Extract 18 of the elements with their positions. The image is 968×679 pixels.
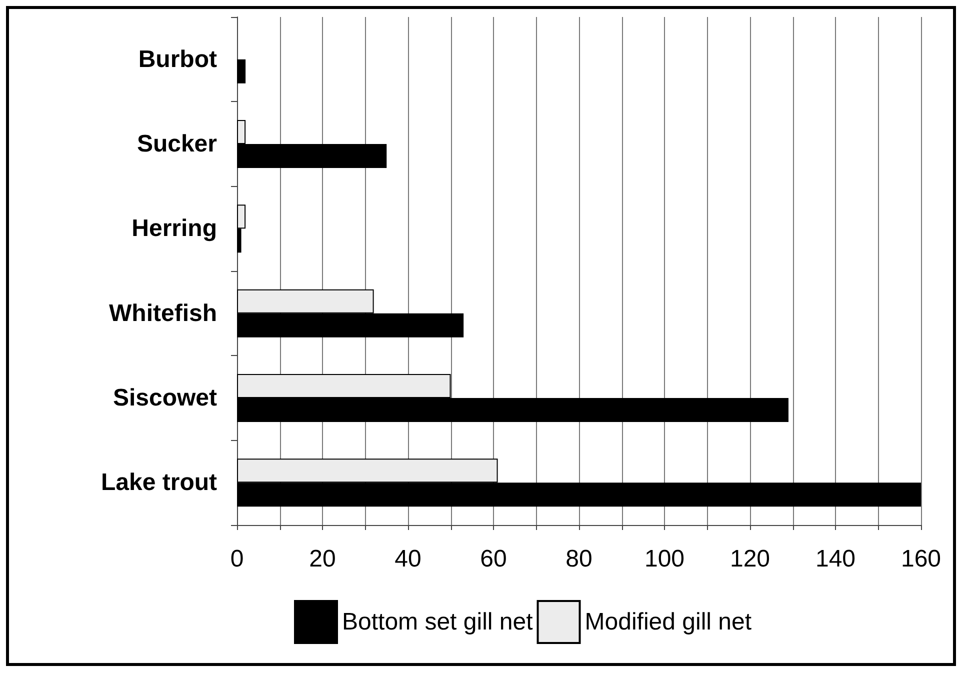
legend-label: Bottom set gill net [342, 608, 534, 636]
y-tick-label: Herring [132, 215, 217, 242]
x-tick-label: 140 [815, 546, 856, 572]
x-tick-label: 60 [480, 546, 507, 572]
bar [237, 59, 246, 84]
x-tick-label: 120 [730, 546, 770, 572]
x-tick-label: 20 [309, 546, 336, 572]
x-tick-label: 0 [230, 546, 244, 572]
y-tick-label: Siscowet [112, 384, 217, 412]
y-tick-label: Lake trout [100, 469, 218, 496]
y-tick-label: Burbot [138, 46, 217, 73]
x-tick-label: 100 [644, 546, 685, 572]
x-tick-label: 40 [394, 546, 422, 572]
legend-label: Modified gill net [584, 608, 752, 636]
y-tick-label: Sucker [136, 130, 217, 158]
x-tick-label: 80 [566, 546, 592, 572]
x-tick-label: 160 [900, 546, 942, 572]
y-tick-label: Whitefish [109, 300, 217, 327]
